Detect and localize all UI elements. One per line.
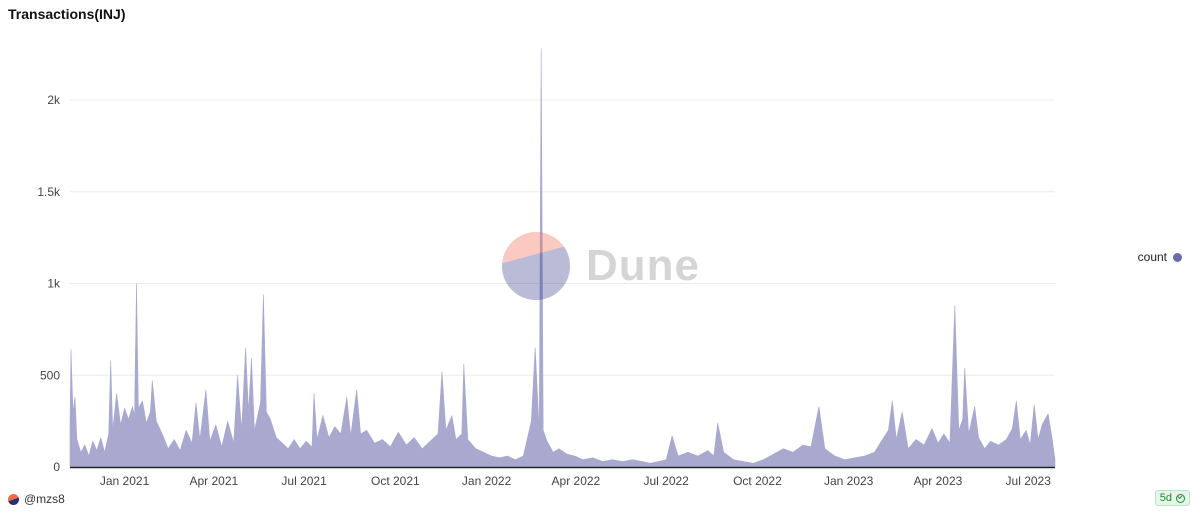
x-tick-label: Jan 2023 bbox=[824, 474, 874, 488]
series-area bbox=[69, 48, 1056, 468]
x-tick-label: Jan 2022 bbox=[462, 474, 512, 488]
gridlines bbox=[70, 99, 1055, 376]
y-tick-label: 0 bbox=[53, 460, 60, 474]
refresh-badge[interactable]: 5d bbox=[1154, 490, 1190, 506]
y-tick-label: 1.5k bbox=[37, 185, 61, 199]
y-tick-label: 1k bbox=[47, 277, 61, 291]
author-handle: @mzs8 bbox=[24, 492, 65, 506]
avatar bbox=[8, 493, 19, 505]
axes: 0 500 1k 1.5k 2k Jan 2021 Apr 2021 Jul 2021 Oct … bbox=[37, 93, 1055, 488]
chart-title: Transactions(INJ) bbox=[8, 6, 126, 22]
x-tick-label: Jul 2021 bbox=[281, 474, 327, 488]
legend-dot-icon bbox=[1173, 252, 1182, 262]
series-count-area bbox=[69, 48, 1056, 468]
y-tick-label: 500 bbox=[40, 368, 60, 382]
legend-label: count bbox=[1137, 250, 1167, 264]
author-credit[interactable]: @mzs8 bbox=[8, 492, 65, 506]
refresh-age: 5d bbox=[1159, 492, 1172, 504]
x-tick-label: Apr 2021 bbox=[189, 474, 238, 488]
x-tick-label: Jan 2021 bbox=[100, 474, 150, 488]
x-tick-label: Apr 2022 bbox=[552, 474, 601, 488]
refresh-icon bbox=[1176, 493, 1185, 503]
x-tick-label: Jul 2022 bbox=[643, 474, 689, 488]
x-tick-label: Apr 2023 bbox=[914, 474, 963, 488]
x-tick-label: Jul 2023 bbox=[1006, 474, 1052, 488]
x-tick-label: Oct 2021 bbox=[371, 474, 420, 488]
legend[interactable]: count bbox=[1138, 250, 1182, 264]
y-tick-label: 2k bbox=[47, 93, 61, 107]
x-tick-label: Oct 2022 bbox=[733, 474, 782, 488]
